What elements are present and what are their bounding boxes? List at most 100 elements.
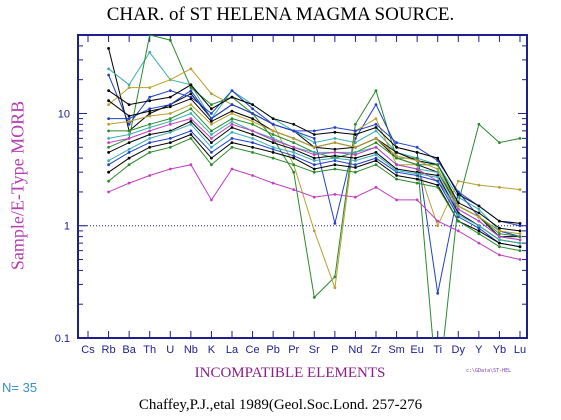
series-point	[271, 145, 275, 149]
series-point	[168, 117, 172, 120]
x-axis-label: INCOMPATIBLE ELEMENTS	[194, 365, 386, 381]
series-point	[518, 229, 522, 233]
series-point	[168, 105, 172, 109]
series-point	[312, 296, 316, 299]
series-point	[395, 145, 398, 149]
series-line	[108, 68, 521, 288]
series-point	[127, 86, 131, 89]
series-point	[354, 195, 357, 199]
series-point	[498, 185, 501, 189]
series-point	[354, 170, 357, 174]
series-point	[168, 141, 172, 145]
series-point	[312, 159, 316, 163]
series-point	[354, 129, 357, 133]
series-point	[127, 120, 131, 123]
series-point	[498, 229, 501, 233]
series-point	[210, 103, 213, 106]
source-citation: Chaffey,P.J.,etal 1989(Geol.Soc.Lond. 25…	[138, 397, 423, 413]
series-point	[395, 169, 398, 173]
series-point	[107, 89, 110, 92]
series-point	[127, 133, 131, 136]
series-group	[107, 35, 522, 338]
series-point	[518, 188, 522, 192]
series-point	[395, 141, 398, 145]
series-point	[456, 179, 460, 183]
series-point	[210, 92, 213, 96]
series-point	[230, 126, 234, 129]
series-point	[271, 138, 275, 142]
series-point	[415, 145, 419, 149]
series-point	[168, 103, 172, 106]
y-tick-label: 10	[58, 108, 70, 120]
series-point	[374, 103, 378, 106]
series-point	[354, 133, 357, 136]
series-point	[436, 167, 440, 171]
series-point	[333, 156, 337, 160]
series-point	[333, 167, 337, 171]
series-point	[374, 153, 378, 157]
series-point	[456, 204, 460, 208]
series-point	[395, 163, 398, 167]
x-tick-label: Rb	[102, 344, 116, 356]
series-point	[271, 156, 275, 160]
series-point	[477, 207, 481, 211]
series-point	[168, 145, 172, 149]
series-point	[477, 232, 481, 236]
series-point	[271, 141, 275, 145]
series-point	[189, 163, 193, 167]
series-point	[230, 95, 234, 99]
series-point	[436, 170, 440, 174]
series-point	[168, 78, 172, 82]
series-point	[292, 151, 296, 154]
series-point	[415, 167, 419, 171]
series-point	[210, 133, 213, 136]
series-point	[189, 112, 193, 115]
series-point	[210, 112, 213, 115]
series-point	[518, 232, 522, 236]
series-point	[415, 198, 419, 202]
series-point	[333, 163, 337, 167]
series-point	[251, 137, 255, 140]
series-point	[148, 151, 152, 154]
x-tick-label: Ba	[122, 344, 136, 356]
series-point	[498, 232, 501, 236]
series-point	[374, 126, 378, 129]
series-point	[251, 145, 255, 149]
x-tick-label: Sr	[309, 344, 320, 356]
series-point	[230, 145, 234, 149]
series-point	[354, 153, 357, 157]
series-point	[333, 159, 337, 163]
series-point	[127, 122, 131, 126]
series-point	[127, 156, 131, 160]
series-point	[148, 129, 152, 133]
series-point	[456, 213, 460, 217]
series-point	[312, 163, 316, 167]
series-point	[189, 122, 193, 126]
series-point	[107, 129, 110, 133]
series-point	[312, 167, 316, 171]
series-point	[127, 147, 131, 151]
series-point	[107, 47, 110, 50]
series-point	[292, 129, 296, 133]
series-point	[210, 156, 213, 160]
series-point	[148, 95, 152, 99]
series-point	[148, 122, 152, 126]
series-point	[271, 151, 275, 154]
series-point	[292, 170, 296, 174]
series-point	[107, 159, 110, 163]
series-point	[127, 114, 131, 118]
series-point	[518, 238, 522, 242]
series-point	[148, 141, 152, 145]
series-point	[251, 117, 255, 120]
chart-title: CHAR. of ST HELENA MAGMA SOURCE.	[106, 4, 455, 25]
series-point	[395, 198, 398, 202]
series-point	[251, 129, 255, 133]
series-point	[251, 103, 255, 106]
series-point	[148, 35, 152, 37]
series-point	[148, 99, 152, 103]
series-point	[251, 120, 255, 123]
series-point	[312, 129, 316, 133]
file-reference: c:\GData\ST-HEL	[466, 368, 512, 374]
series-point	[230, 130, 234, 134]
